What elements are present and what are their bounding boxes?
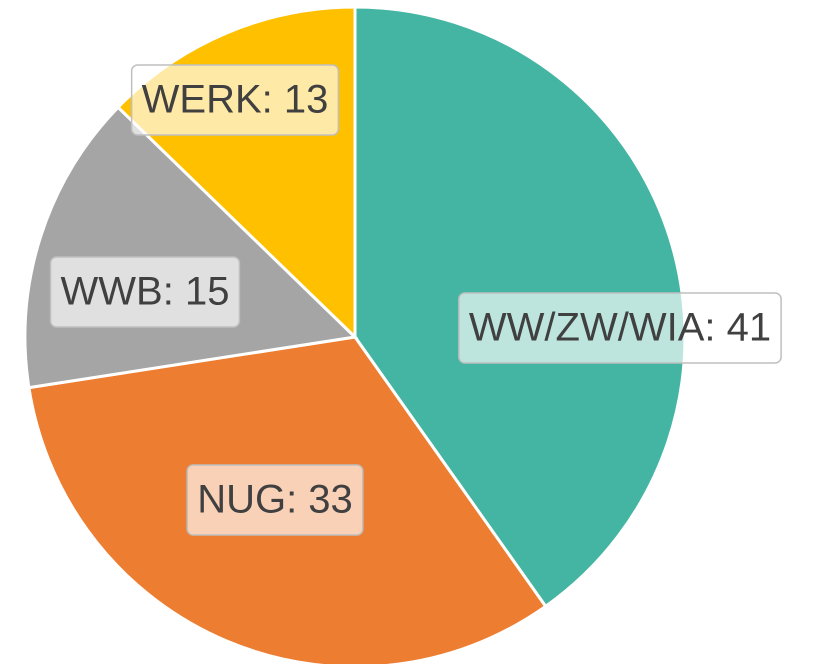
label-box [458, 292, 782, 364]
data-labels: WW/ZW/WIA: 41 NUG: 33 WWB: 15 WERK: 13 [49, 64, 782, 536]
data-label-text: WW/ZW/WIA: 41 [469, 306, 771, 350]
data-label: WWB: 15 [49, 256, 241, 328]
data-label: WERK: 13 [130, 64, 340, 136]
label-box [49, 256, 241, 328]
label-box [130, 64, 340, 136]
data-label-text: NUG: 33 [197, 478, 353, 522]
data-label-text: WERK: 13 [142, 78, 329, 122]
data-label: WW/ZW/WIA: 41 [458, 292, 782, 364]
data-label: NUG: 33 [186, 464, 364, 536]
label-box [186, 464, 364, 536]
data-label-text: WWB: 15 [61, 270, 230, 314]
